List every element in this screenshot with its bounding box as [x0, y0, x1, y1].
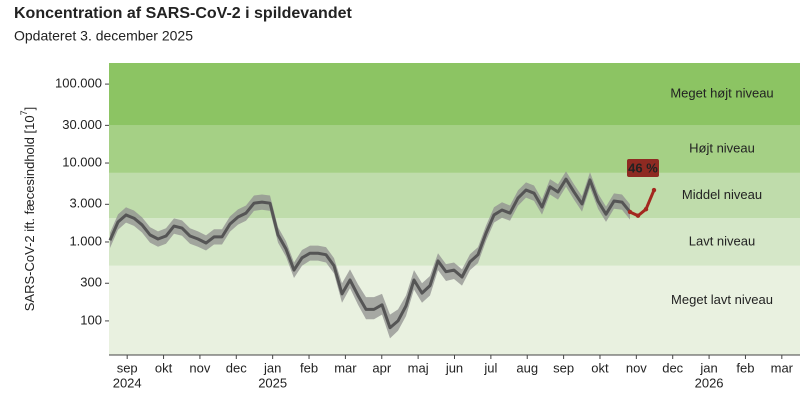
x-tick-label: aug [516, 360, 538, 375]
y-axis-label-text: SARS-CoV-2 ift. fæcesindhold [10 [22, 115, 37, 311]
x-year-label: 2026 [695, 375, 724, 390]
x-tick-label: nov [189, 360, 210, 375]
x-tick-label: feb [736, 360, 754, 375]
y-tick-label: 30.000 [62, 117, 102, 132]
annotation: 46 % [628, 160, 658, 175]
x-year-label: 2024 [113, 375, 142, 390]
level-band [109, 172, 800, 219]
x-tick-label: apr [372, 360, 391, 375]
confidence-band [110, 171, 630, 339]
y-tick-label: 100.000 [55, 76, 102, 91]
level-band [109, 265, 800, 355]
x-tick-label: sep [117, 360, 138, 375]
x-tick-label: mar [334, 360, 357, 375]
point [651, 187, 657, 193]
level-band [109, 63, 800, 126]
y-tick-label: 10.000 [62, 154, 102, 169]
x-tick-label: feb [300, 360, 318, 375]
level-label: Lavt niveau [689, 233, 756, 248]
y-axis-label-end: ] [22, 107, 37, 111]
x-tick-label: dec [662, 360, 683, 375]
x-tick-label: dec [226, 360, 247, 375]
level-band [109, 125, 800, 173]
x-tick-label: okt [591, 360, 609, 375]
x-tick-label: nov [626, 360, 647, 375]
point [627, 209, 633, 215]
y-axis-label: SARS-CoV-2 ift. fæcesindhold [107] [19, 107, 37, 311]
y-axis-label-exp: 7 [19, 110, 29, 115]
y-tick-label: 300 [80, 275, 102, 290]
annotation-box [627, 159, 659, 178]
level-label: Meget højt niveau [670, 86, 773, 101]
x-year-label: 2025 [258, 375, 287, 390]
level-label: Meget lavt niveau [671, 292, 773, 307]
y-tick-label: 3.000 [69, 196, 102, 211]
level-label: Højt niveau [689, 141, 755, 156]
y-tick-label: 100 [80, 312, 102, 327]
line [108, 177, 632, 330]
point [635, 213, 641, 218]
x-tick-label: maj [408, 360, 429, 375]
x-tick-label: sep [553, 360, 574, 375]
x-tick-label: jan [699, 360, 717, 375]
x-tick-label: jun [445, 360, 463, 375]
line [629, 189, 656, 218]
point [643, 207, 649, 212]
x-tick-label: jul [483, 360, 497, 375]
chart-subtitle: Opdateret 3. december 2025 [14, 28, 193, 44]
x-tick-label: jan [263, 360, 281, 375]
level-label: Middel niveau [682, 187, 762, 202]
y-tick-label: 1.000 [69, 233, 102, 248]
chart-title: Koncentration af SARS-CoV-2 i spildevand… [14, 5, 353, 22]
x-tick-label: okt [155, 360, 173, 375]
x-tick-label: mar [771, 360, 794, 375]
